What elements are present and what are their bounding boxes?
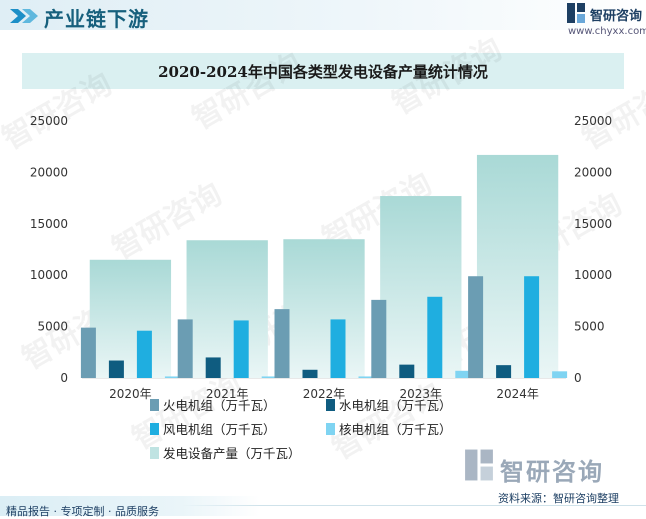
bar-hydro-2 [303, 370, 318, 378]
bar-thermal-0 [81, 328, 96, 378]
bar-total-4 [477, 155, 558, 378]
bar-chart: 智研咨询智研咨询智研咨询智研咨询智研咨询智研咨询智研咨询智研咨询智研咨询智研咨询… [0, 0, 646, 490]
legend-nuclear-swatch [326, 423, 335, 435]
watermark-text-3: 智研咨询 [577, 67, 646, 157]
bar-wind-1 [234, 320, 249, 378]
footer-tagline-band: 精品报告 · 专项定制 · 品质服务 [0, 496, 260, 516]
footer-tagline: 精品报告 · 专项定制 · 品质服务 [6, 503, 159, 519]
y-tick-label-left-5: 25000 [30, 114, 68, 128]
y-tick-label-right-5: 25000 [574, 114, 612, 128]
y-tick-label-right-0: 0 [574, 371, 582, 385]
bar-thermal-2 [275, 309, 290, 378]
legend-wind-swatch [150, 423, 159, 435]
legend-thermal-label: 火电机组（万千瓦） [163, 398, 276, 413]
bar-total-2 [283, 239, 364, 378]
legend-total-label: 发电设备产量（万千瓦） [163, 446, 301, 461]
y-tick-label-right-2: 10000 [574, 268, 612, 282]
bar-total-1 [187, 240, 268, 378]
legend-thermal-swatch [150, 399, 159, 411]
bar-thermal-3 [371, 300, 386, 378]
bar-hydro-4 [496, 365, 511, 378]
y-tick-label-left-0: 0 [60, 371, 68, 385]
bar-total-0 [90, 260, 171, 378]
legend-hydro-label: 水电机组（万千瓦） [339, 398, 452, 413]
bar-nuclear-0 [165, 376, 180, 378]
x-tick-label-0: 2020年 [109, 387, 152, 401]
y-tick-label-left-1: 5000 [37, 320, 68, 334]
bar-total-3 [380, 196, 461, 378]
bar-hydro-0 [109, 361, 124, 378]
bar-thermal-4 [468, 276, 483, 378]
bar-thermal-1 [178, 319, 193, 378]
x-tick-label-4: 2024年 [496, 387, 539, 401]
bar-wind-0 [137, 331, 152, 378]
brand-watermark-icon [462, 448, 496, 482]
legend-wind-label: 风电机组（万千瓦） [163, 422, 276, 437]
bar-wind-4 [524, 276, 539, 378]
y-tick-label-right-1: 5000 [574, 320, 605, 334]
y-tick-label-right-4: 20000 [574, 165, 612, 179]
bar-nuclear-1 [262, 376, 277, 378]
y-tick-label-left-4: 20000 [30, 165, 68, 179]
watermark-text-2: 智研咨询 [387, 32, 508, 122]
y-tick-label-right-3: 15000 [574, 217, 612, 231]
y-tick-label-left-3: 15000 [30, 217, 68, 231]
y-tick-label-left-2: 10000 [30, 268, 68, 282]
bar-wind-3 [427, 297, 442, 378]
legend-total-swatch [150, 447, 159, 459]
bar-hydro-1 [206, 357, 221, 378]
data-source: 资料来源：智研咨询整理 [498, 490, 619, 506]
bar-nuclear-2 [359, 376, 374, 378]
brand-watermark-text: 智研咨询 [500, 452, 604, 487]
legend-hydro-swatch [326, 399, 335, 411]
bar-nuclear-4 [552, 371, 567, 378]
legend-nuclear-label: 核电机组（万千瓦） [339, 422, 452, 437]
watermark-text-1: 智研咨询 [187, 47, 308, 137]
bar-wind-2 [331, 319, 346, 378]
bar-nuclear-3 [455, 371, 470, 378]
bar-hydro-3 [399, 365, 414, 378]
watermark-text-0: 智研咨询 [0, 67, 118, 157]
